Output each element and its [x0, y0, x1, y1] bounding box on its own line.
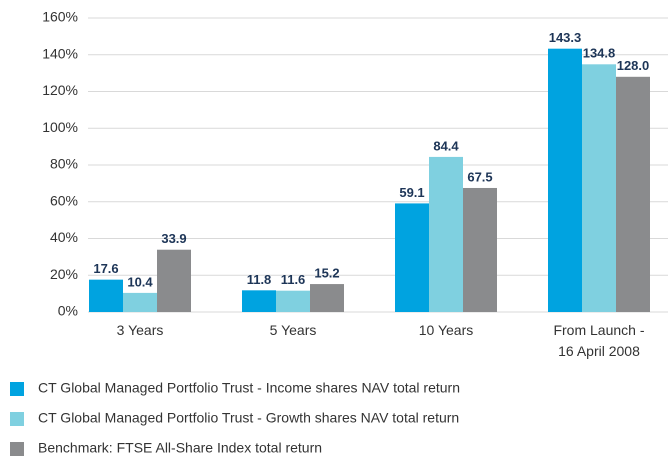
y-tick-label: 20%: [50, 266, 78, 282]
value-label: 33.9: [161, 231, 186, 246]
bar: [276, 290, 310, 312]
bar: [548, 48, 582, 312]
y-tick-label: 100%: [42, 119, 78, 135]
legend-swatch: [10, 412, 24, 426]
value-label: 10.4: [127, 274, 153, 289]
bar: [89, 279, 123, 312]
y-tick-label: 0%: [58, 303, 78, 319]
bar: [616, 76, 650, 312]
legend-label: Benchmark: FTSE All-Share Index total re…: [38, 440, 322, 456]
value-label: 17.6: [93, 261, 118, 276]
x-tick-label: From Launch - 16 April 2008: [553, 322, 645, 359]
bar: [582, 64, 616, 313]
legend-label: CT Global Managed Portfolio Trust - Inco…: [38, 380, 460, 396]
y-tick-label: 80%: [50, 156, 78, 172]
y-tick-label: 40%: [50, 229, 78, 245]
legend-label: CT Global Managed Portfolio Trust - Grow…: [38, 410, 459, 426]
y-tick-label: 60%: [50, 192, 78, 208]
value-label: 134.8: [583, 46, 616, 61]
x-tick-label: 3 Years: [116, 322, 164, 338]
bar: [310, 284, 344, 312]
legend-swatch: [10, 382, 24, 396]
bar: [123, 292, 157, 312]
value-label: 67.5: [467, 169, 492, 184]
y-tick-label: 160%: [42, 9, 78, 25]
value-label: 128.0: [617, 58, 650, 73]
bar: [242, 290, 276, 312]
bar: [157, 249, 191, 312]
bar: [463, 187, 497, 312]
y-tick-label: 140%: [42, 45, 78, 61]
value-label: 11.6: [281, 272, 306, 287]
value-label: 84.4: [433, 138, 459, 153]
value-label: 143.3: [549, 30, 582, 45]
bar: [429, 156, 463, 312]
x-tick-label: 10 Years: [418, 322, 474, 338]
value-label: 15.2: [314, 266, 339, 281]
y-tick-label: 120%: [42, 82, 78, 98]
value-label: 59.1: [399, 185, 424, 200]
value-label: 11.8: [247, 272, 272, 287]
x-tick-label: 5 Years: [269, 322, 317, 338]
bar: [395, 203, 429, 312]
legend-swatch: [10, 442, 24, 456]
